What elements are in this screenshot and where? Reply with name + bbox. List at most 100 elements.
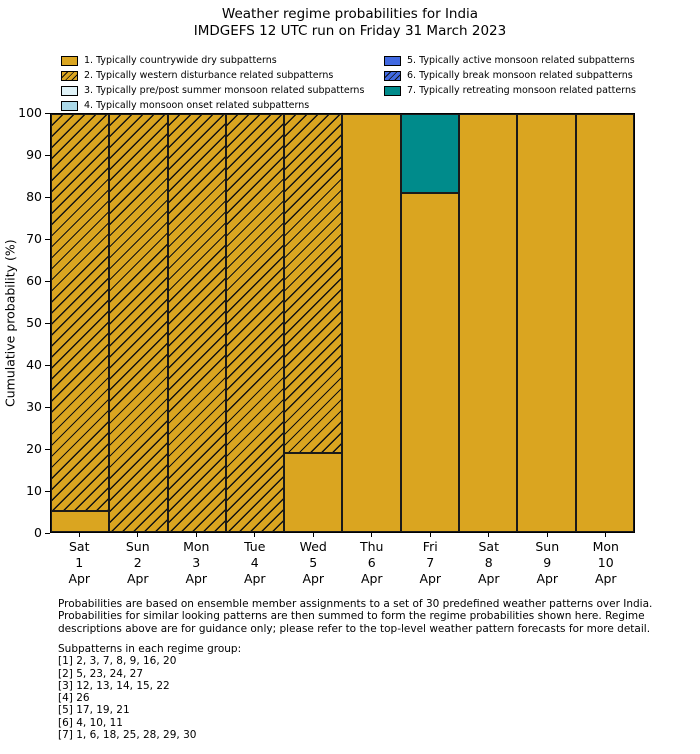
y-tick-mark-10 <box>45 490 50 492</box>
bar-sat-8-apr <box>459 114 518 532</box>
y-tick-label-90: 90 <box>26 147 42 162</box>
chart-title: Weather regime probabilities for India <box>221 6 479 22</box>
legend-item-3: 3. Typically pre/post summer monsoon rel… <box>61 83 364 98</box>
y-tick-mark-0 <box>45 532 50 534</box>
y-tick-label-40: 40 <box>26 357 42 372</box>
y-tick-mark-70 <box>45 238 50 240</box>
legend-item-7: 7. Typically retreating monsoon related … <box>384 83 636 98</box>
legend-label-4: 4. Typically monsoon onset related subpa… <box>84 100 310 111</box>
bar-fri-7-apr <box>400 114 460 532</box>
x-tick-mark-8 <box>488 533 490 537</box>
bar-tue-4-apr <box>225 114 285 532</box>
y-tick-label-80: 80 <box>26 189 42 204</box>
legend-column-left: 1. Typically countrywide dry subpatterns… <box>61 53 364 113</box>
bar-sun-2-apr <box>109 114 168 532</box>
bar-sun-9-apr <box>517 114 576 532</box>
bar-segment-regime-1 <box>459 114 518 532</box>
subpatterns-block: Subpatterns in each regime group: [1] 2,… <box>58 643 458 741</box>
legend-item-6: 6. Typically break monsoon related subpa… <box>384 68 636 83</box>
y-tick-mark-60 <box>45 280 50 282</box>
legend-swatch-3 <box>61 85 78 96</box>
subpattern-group-3: [3] 12, 13, 14, 15, 22 <box>58 679 170 692</box>
x-tick-label-sun-2-apr: Sun 2 Apr <box>125 539 150 586</box>
y-tick-label-50: 50 <box>26 315 42 330</box>
legend-label-7: 7. Typically retreating monsoon related … <box>407 85 636 96</box>
y-tick-mark-50 <box>45 322 50 324</box>
footer-line-2: Probabilities for similar looking patter… <box>58 610 645 623</box>
subpattern-group-5: [5] 17, 19, 21 <box>58 704 130 717</box>
plot-area <box>50 113 635 533</box>
subpattern-group-2: [2] 5, 23, 24, 27 <box>58 667 143 680</box>
x-tick-mark-3 <box>195 533 197 537</box>
x-tick-label-sun-9-apr: Sun 9 Apr <box>535 539 560 586</box>
subpatterns-list: [1] 2, 3, 7, 8, 9, 16, 20 [2] 5, 23, 24, … <box>58 655 458 741</box>
bar-segment-regime-2 <box>167 114 226 532</box>
bar-segment-regime-1 <box>51 511 110 532</box>
y-tick-mark-100 <box>45 112 50 114</box>
x-tick-label-tue-4-apr: Tue 4 Apr <box>243 539 266 586</box>
legend-item-5: 5. Typically active monsoon related subp… <box>384 53 636 68</box>
chart-subtitle: IMDGEFS 12 UTC run on Friday 31 March 20… <box>193 23 507 39</box>
legend-swatch-7 <box>384 85 401 96</box>
bar-segment-regime-1 <box>400 193 460 532</box>
x-tick-mark-2 <box>137 533 139 537</box>
legend-swatch-6-hatched <box>384 70 401 81</box>
x-tick-label-fri-7-apr: Fri 7 Apr <box>419 539 442 586</box>
subpattern-group-7: [7] 1, 6, 18, 25, 28, 29, 30 <box>58 729 197 742</box>
legend-column-right: 5. Typically active monsoon related subp… <box>384 53 636 98</box>
legend-label-6: 6. Typically break monsoon related subpa… <box>407 70 633 81</box>
y-tick-label-10: 10 <box>26 483 42 498</box>
legend-item-4: 4. Typically monsoon onset related subpa… <box>61 98 364 113</box>
y-tick-mark-40 <box>45 364 50 366</box>
bar-segment-regime-2 <box>225 114 285 532</box>
footer-line-3: descriptions above are for guidance only… <box>58 622 651 635</box>
x-tick-label-mon-3-apr: Mon 3 Apr <box>183 539 210 586</box>
subpattern-group-6: [6] 4, 10, 11 <box>58 716 123 729</box>
x-tick-label-thu-6-apr: Thu 6 Apr <box>360 539 384 586</box>
y-tick-mark-20 <box>45 448 50 450</box>
x-tick-label-sat-1-apr: Sat 1 Apr <box>68 539 91 586</box>
x-tick-label-wed-5-apr: Wed 5 Apr <box>299 539 327 586</box>
legend-item-2: 2. Typically western disturbance related… <box>61 68 364 83</box>
subpatterns-heading: Subpatterns in each regime group: <box>58 643 242 655</box>
bar-segment-regime-7 <box>400 114 460 194</box>
legend-label-3: 3. Typically pre/post summer monsoon rel… <box>84 85 365 96</box>
x-tick-label-sat-8-apr: Sat 8 Apr <box>477 539 500 586</box>
bar-segment-regime-1 <box>342 114 401 532</box>
legend-swatch-4 <box>61 100 78 111</box>
y-tick-label-20: 20 <box>26 441 42 456</box>
legend-item-1: 1. Typically countrywide dry subpatterns <box>61 53 364 68</box>
bar-segment-regime-1 <box>575 114 634 532</box>
footer-line-1: Probabilities are based on ensemble memb… <box>58 598 653 610</box>
footer-note: Probabilities are based on ensemble memb… <box>58 598 678 635</box>
x-tick-mark-1 <box>78 533 80 537</box>
y-tick-label-30: 30 <box>26 399 42 414</box>
legend-label-5: 5. Typically active monsoon related subp… <box>407 55 635 66</box>
y-tick-mark-80 <box>45 196 50 198</box>
legend-label-1: 1. Typically countrywide dry subpatterns <box>84 55 277 66</box>
legend-label-2: 2. Typically western disturbance related… <box>84 70 334 81</box>
y-tick-mark-30 <box>45 406 50 408</box>
y-tick-label-60: 60 <box>26 273 42 288</box>
bar-mon-3-apr <box>167 114 226 532</box>
y-tick-mark-90 <box>45 154 50 156</box>
y-tick-label-0: 0 <box>34 525 42 540</box>
bar-segment-regime-2 <box>109 114 168 532</box>
subpattern-group-1: [1] 2, 3, 7, 8, 9, 16, 20 <box>58 655 177 668</box>
y-tick-label-70: 70 <box>26 231 42 246</box>
x-tick-mark-4 <box>254 533 256 537</box>
bar-segment-regime-1 <box>284 452 343 532</box>
x-tick-mark-10 <box>605 533 607 537</box>
legend-swatch-5 <box>384 55 401 66</box>
bar-mon-10-apr <box>575 114 634 532</box>
subpattern-group-4: [4] 26 <box>58 692 90 705</box>
bar-segment-regime-2 <box>284 114 343 453</box>
x-tick-mark-6 <box>371 533 373 537</box>
x-tick-label-mon-10-apr: Mon 10 Apr <box>592 539 619 586</box>
bar-wed-5-apr <box>284 114 343 532</box>
x-tick-mark-9 <box>546 533 548 537</box>
y-tick-label-100: 100 <box>18 105 42 120</box>
x-tick-mark-5 <box>312 533 314 537</box>
bar-segment-regime-1 <box>517 114 576 532</box>
